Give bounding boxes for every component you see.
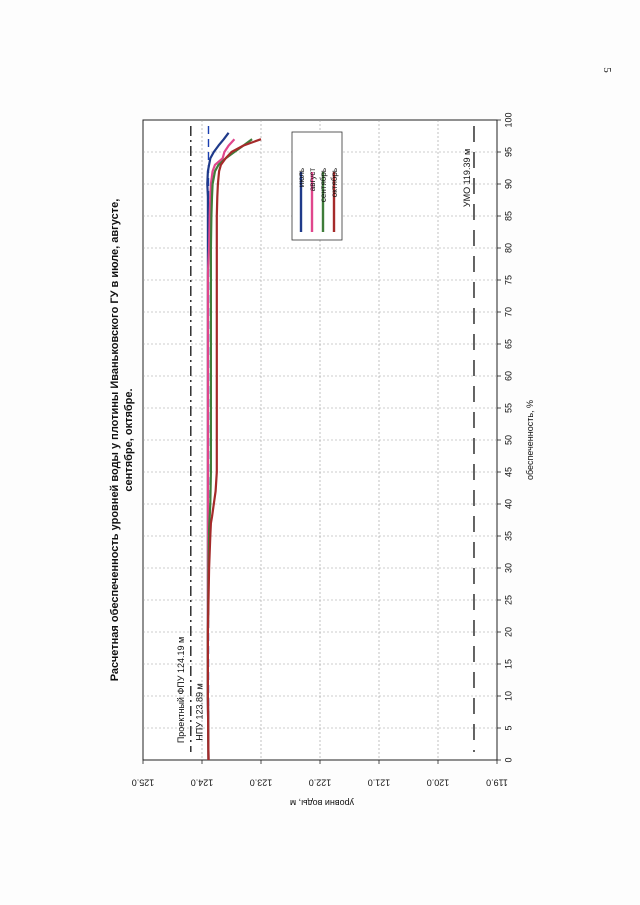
- y-tick-label: 119.0: [486, 778, 508, 788]
- y-tick-label: 121.0: [368, 778, 391, 788]
- legend-label: август: [308, 168, 317, 192]
- series-line-октябрь: [206, 138, 262, 761]
- x-tick-label: 30: [503, 563, 513, 573]
- x-tick-label: 75: [503, 275, 513, 285]
- x-tick-label: 95: [503, 147, 513, 157]
- reference-line-label: УМО 119.39 м: [462, 149, 472, 207]
- x-tick-label: 70: [503, 307, 513, 317]
- legend-label: октябрь: [330, 168, 339, 197]
- legend-label: июль: [297, 168, 306, 187]
- chart-title-line1: Расчетная обеспеченность уровней воды у …: [109, 199, 121, 682]
- x-tick-label: 55: [503, 403, 513, 413]
- x-tick-label: 100: [503, 112, 513, 127]
- x-tick-label: 80: [503, 243, 513, 253]
- y-axis-label: уровни воды, м: [290, 798, 354, 808]
- x-tick-label: 5: [503, 725, 513, 730]
- x-tick-label: 90: [503, 179, 513, 189]
- reference-line-label: Проектный ФПУ 124.19 м: [176, 637, 186, 743]
- legend-label: сентябрь: [319, 168, 328, 202]
- y-tick-label: 123.0: [250, 778, 273, 788]
- x-tick-label: 15: [503, 659, 513, 669]
- y-tick-label: 122.0: [309, 778, 332, 788]
- x-tick-label: 65: [503, 339, 513, 349]
- x-tick-label: 50: [503, 435, 513, 445]
- x-tick-label: 45: [503, 467, 513, 477]
- x-tick-label: 20: [503, 627, 513, 637]
- x-axis-label: обеспеченность, %: [525, 400, 535, 480]
- x-tick-label: 0: [503, 757, 513, 762]
- x-tick-label: 85: [503, 211, 513, 221]
- x-tick-label: 60: [503, 371, 513, 381]
- x-tick-label: 35: [503, 531, 513, 541]
- y-tick-label: 124.0: [191, 778, 214, 788]
- x-tick-label: 10: [503, 691, 513, 701]
- chart-title-line2: сентябре, октябре.: [123, 388, 135, 491]
- y-tick-label: 125.0: [132, 778, 155, 788]
- reference-line-label: НПУ 123.89 м: [194, 683, 204, 740]
- x-tick-label: 25: [503, 595, 513, 605]
- x-tick-label: 40: [503, 499, 513, 509]
- y-tick-label: 120.0: [427, 778, 450, 788]
